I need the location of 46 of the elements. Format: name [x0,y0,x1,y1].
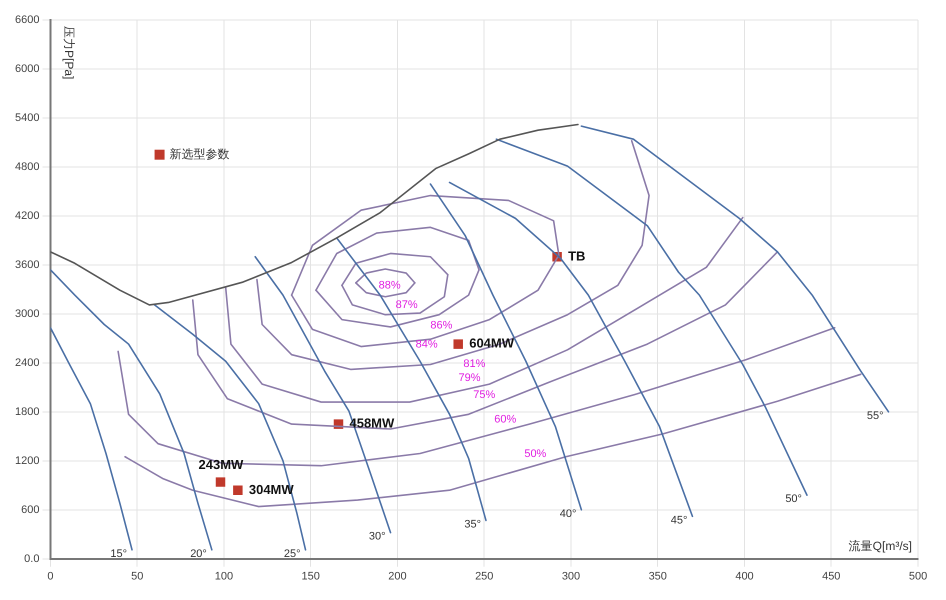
annotation: TB [568,248,586,264]
y-axis-title: 压力P[Pa] [62,26,76,80]
annotation: 50° [785,493,802,506]
annotation: 15° [110,548,128,560]
y-tick-label: 6600 [14,14,40,26]
series-label: 50% [524,448,547,460]
series-label: 75% [473,389,496,401]
x-tick-label: 0 [47,570,54,582]
series-label: 86% [430,320,453,332]
x-tick-label: 100 [214,570,234,582]
annotation: 45° [670,514,688,526]
y-tick-label: 6000 [14,63,40,76]
annotation: 40° [560,508,576,520]
legend-label: 新选型参数 [170,147,230,162]
annotation: 25° [284,548,301,560]
y-tick-label: 4200 [14,210,40,222]
series-label: 79% [458,372,481,384]
annotation: 35° [464,518,481,530]
series-label: 88% [378,280,401,292]
annotation: 20° [190,548,207,560]
x-tick-label: 250 [475,570,494,582]
x-tick-label: 450 [822,570,840,582]
y-tick-label: 1800 [14,406,40,418]
y-tick-label: 2400 [14,356,40,369]
x-tick-label: 400 [735,570,754,582]
series-label: 60% [494,413,517,426]
series-label: 81% [463,358,486,370]
x-tick-label: 500 [908,570,928,582]
y-tick-label: 600 [21,504,40,516]
x-tick-label: 300 [562,570,580,582]
annotation: 55° [866,410,884,422]
annotation: 243MW [198,457,244,472]
annotation: 30° [368,530,386,543]
y-tick-label: 3000 [14,308,40,320]
y-tick-label: 3600 [14,258,40,271]
y-tick-label: 4800 [14,160,40,173]
x-tick-label: 50 [131,570,144,582]
series-label: 87% [396,299,418,312]
x-axis-title: 流量Q[m³/s] [848,539,912,554]
x-tick-label: 150 [302,570,320,582]
x-tick-label: 350 [648,570,667,582]
series-label: 84% [416,338,438,350]
x-tick-label: 200 [388,570,407,582]
y-tick-label: 5400 [14,112,40,124]
y-tick-label: 1200 [14,454,40,467]
y-tick-label: 0.0 [24,552,40,565]
